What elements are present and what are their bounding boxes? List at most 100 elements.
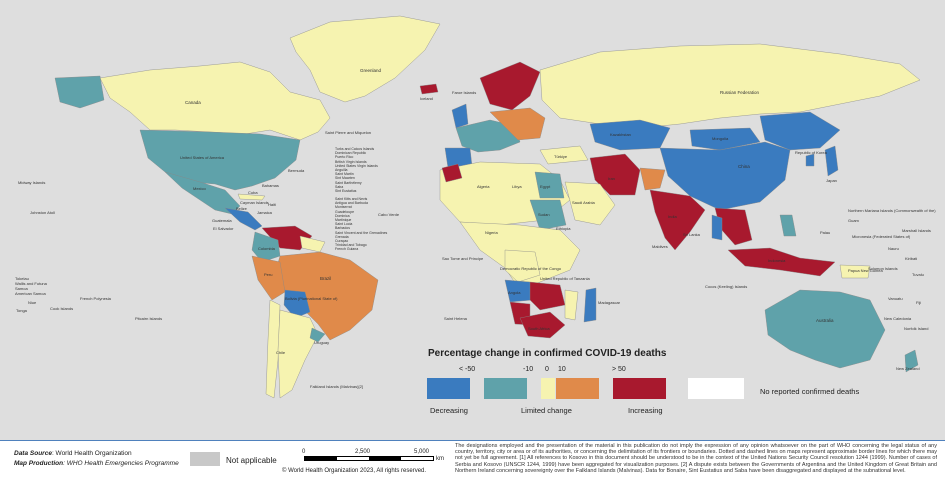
label-solomon: Solomon Islands [868,266,898,271]
label-norfolk: Norfolk Island [904,326,929,331]
label-cabo-verde: Cabo Verde [378,212,400,217]
region-drc [504,249,541,283]
scale-tick-0: 0 [302,449,306,455]
label-india: India [668,214,677,219]
legend-title: Percentage change in confirmed COVID-19 … [428,348,667,359]
label-tokelau: Tokelau Wallis and Futuna Samoa American… [15,276,47,296]
region-central-america [224,207,263,231]
region-morocco [441,163,463,183]
scale-tick-5000: 5,000 [414,449,430,455]
label-mongolia: Mongolia [712,136,729,141]
label-nigeria: Nigeria [485,230,498,235]
label-nauru: Nauru [888,246,899,251]
legend-swatch-decreasing [484,378,527,399]
region-egypt [534,171,565,199]
region-china [659,141,791,211]
legend-tick-neg10: -10 [523,366,534,373]
label-caribbean-list2: Saint Kitts and Nevis Antigua and Barbud… [335,197,388,252]
map-production: Map Production: WHO Health Emergencies P… [14,460,179,467]
label-guatemala: Guatemala [212,218,232,223]
data-source-key: Data Source [14,450,52,457]
label-chile: Chile [276,350,286,355]
legend-swatch-limited [541,378,555,399]
legend-tick-0: 0 [545,366,549,373]
label-tuvalu: Tuvalu [912,272,924,277]
label-niue: Niue [28,300,37,305]
region-indonesia [727,247,836,277]
region-uruguay [309,327,326,343]
region-chile [265,299,281,399]
legend-tick-gt-50: > 50 [612,366,626,373]
label-kiribati: Kiribati [905,256,918,261]
legend-label-increasing: Increasing [628,406,663,415]
label-sri-lanka: Sri Lanka [683,232,700,237]
label-bolivia: Bolivia (Plurinational State of) [285,296,338,301]
label-saint-pierre: Saint Pierre and Miquelon [325,130,372,135]
label-canada: Canada [185,100,201,105]
region-uk [451,103,469,129]
label-cocos: Cocos (Keeling) Islands [705,284,748,289]
footer [0,440,945,487]
label-johnston: Johnston Atoll [30,210,55,215]
label-tanzania: United Republic of Tanzania [540,276,590,281]
label-mexico: Mexico [193,186,206,191]
region-argentina [277,309,319,399]
legend-swatch-increasing [556,378,599,399]
scale-unit: km [436,456,444,462]
label-egypt: Egypt [540,184,551,189]
label-french-polynesia: French Polynesia [80,296,111,301]
region-mozambique [564,289,579,321]
label-saudi: Saudi Arabia [572,200,595,205]
label-jamaica: Jamaica [257,210,272,215]
region-c-europe [489,107,546,141]
legend-tick-lt-50: < -50 [459,366,476,373]
label-uruguay: Uruguay [314,340,330,345]
label-colombia: Colombia [258,246,275,251]
label-marshall: Marshall Islands [902,228,931,233]
label-sudan: Sudan [538,212,550,217]
legend-label-no-report: No reported confirmed deaths [760,387,860,396]
region-korea [805,153,815,167]
label-drc: Democratic Republic of the Congo [500,266,561,271]
scale-bar [304,456,434,461]
label-south-africa: South Africa [528,326,550,331]
label-japan: Japan [826,178,837,183]
copyright: © World Health Organization 2023, All ri… [282,468,427,474]
world-map-shapes [54,15,921,399]
map-production-value: : WHO Health Emergencies Programme [63,460,179,467]
label-n-mariana: Northern Mariana Islands (Commonwealth o… [848,208,936,213]
label-russia: Russian Federation [720,90,760,95]
label-angola: Angola [508,290,521,295]
region-iran [589,153,641,196]
region-turkey [539,145,589,165]
scale-tick-2500: 2,500 [355,449,371,455]
region-guianas [299,235,326,253]
region-japan [824,145,839,177]
region-w-europe [455,119,521,153]
region-iceland [419,83,439,95]
region-papua [839,264,871,279]
region-far-east [759,111,841,151]
label-bahamas: Bahamas [262,183,279,188]
label-sao-tome: Sao Tome and Principe [442,256,484,261]
label-madagascar: Madagascar [598,300,621,305]
region-colombia [251,231,281,263]
label-greenland: Greenland [360,68,382,73]
label-cayman: Cayman Islands [240,200,269,205]
label-micronesia: Micronesia (Federated States of) [852,234,911,239]
region-scandinavia [479,61,541,111]
region-mongolia [689,127,761,151]
label-el-salvador: El Salvador [213,226,234,231]
label-libya: Libya [512,184,522,189]
label-new-caledonia: New Caledonia [884,316,912,321]
label-palau: Palau [820,230,831,235]
legend-swatch-decreasing-strong [427,378,470,399]
label-turkey: Türkiye [554,154,568,159]
not-applicable-swatch [190,452,220,466]
label-belize: Belize [236,206,247,211]
label-korea: Republic of Korea [795,150,827,155]
label-ethiopia: Ethiopia [556,226,571,231]
label-iceland: Iceland [420,96,433,101]
label-midway: Midway Islands [18,180,46,185]
region-sudan [529,199,567,231]
